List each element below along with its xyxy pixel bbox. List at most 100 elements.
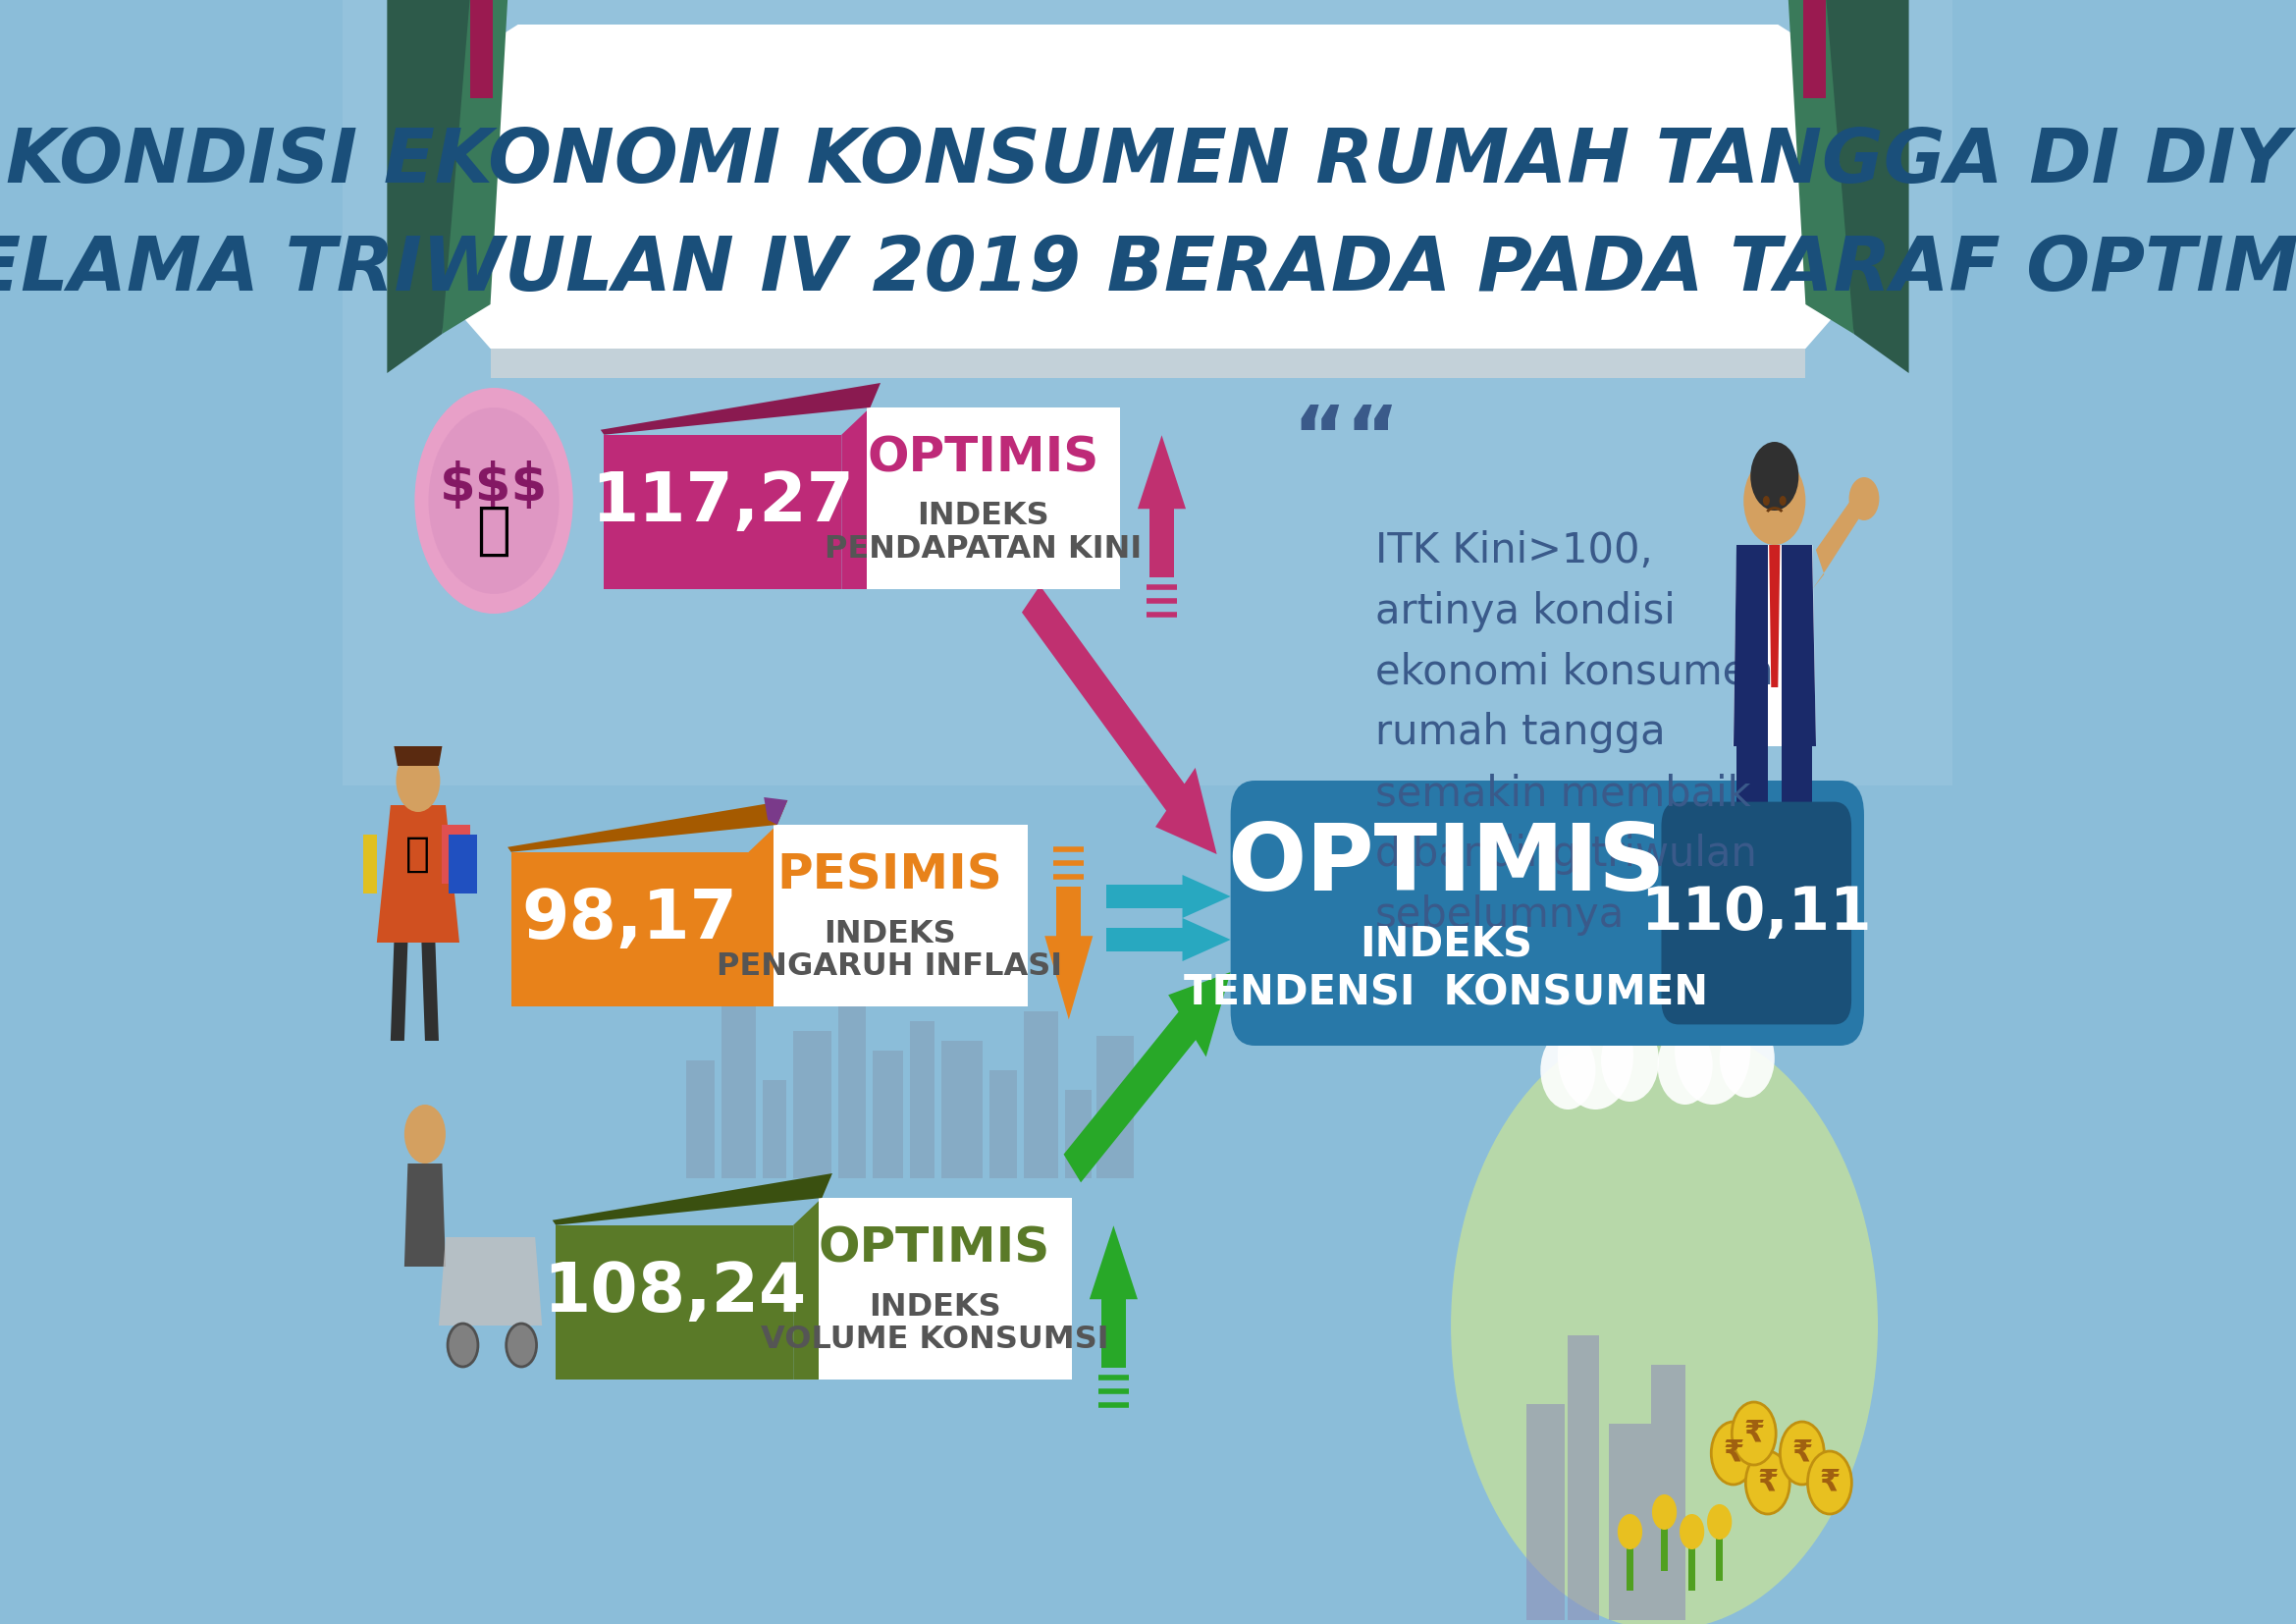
Text: PESIMIS: PESIMIS — [776, 853, 1003, 900]
Polygon shape — [443, 825, 471, 883]
Text: TENDENSI  KONSUMEN: TENDENSI KONSUMEN — [1185, 973, 1708, 1013]
Polygon shape — [1733, 546, 1768, 745]
Text: SELAMA TRIWULAN IV 2019 BERADA PADA TARAF OPTIMIS: SELAMA TRIWULAN IV 2019 BERADA PADA TARA… — [0, 234, 2296, 307]
Text: VOLUME KONSUMSI: VOLUME KONSUMSI — [760, 1324, 1109, 1354]
Polygon shape — [1045, 935, 1093, 1020]
Text: ₹: ₹ — [1818, 1468, 1839, 1497]
Polygon shape — [1182, 875, 1231, 918]
Circle shape — [1557, 1002, 1632, 1109]
Polygon shape — [765, 797, 788, 825]
Text: 🤲: 🤲 — [478, 502, 512, 559]
Polygon shape — [404, 1163, 445, 1267]
Circle shape — [1731, 1402, 1775, 1465]
Polygon shape — [471, 0, 491, 97]
Polygon shape — [604, 435, 843, 590]
Polygon shape — [1137, 435, 1185, 508]
Circle shape — [404, 1104, 445, 1163]
Polygon shape — [1024, 1012, 1058, 1179]
Text: INDEKS: INDEKS — [916, 502, 1049, 531]
Circle shape — [1708, 1504, 1731, 1540]
Polygon shape — [1022, 586, 1217, 854]
Circle shape — [1541, 1031, 1596, 1109]
Text: KONDISI EKONOMI KONSUMEN RUMAH TANGGA DI DIY: KONDISI EKONOMI KONSUMEN RUMAH TANGGA DI… — [7, 125, 2289, 198]
Circle shape — [1750, 442, 1798, 510]
Polygon shape — [602, 383, 882, 435]
Polygon shape — [395, 745, 443, 767]
Polygon shape — [1063, 973, 1231, 1182]
Text: INDEKS: INDEKS — [868, 1291, 1001, 1322]
Circle shape — [1619, 1514, 1642, 1549]
Polygon shape — [1182, 918, 1231, 961]
Text: PENDAPATAN KINI: PENDAPATAN KINI — [824, 534, 1141, 565]
Polygon shape — [1107, 927, 1182, 952]
Polygon shape — [457, 24, 1839, 349]
Polygon shape — [721, 1002, 755, 1179]
Text: INDEKS: INDEKS — [824, 919, 955, 948]
Polygon shape — [450, 835, 478, 893]
Text: 👩: 👩 — [406, 833, 429, 875]
Polygon shape — [388, 0, 471, 374]
Polygon shape — [1825, 0, 1908, 374]
Circle shape — [1681, 1514, 1704, 1549]
Polygon shape — [439, 1237, 542, 1325]
Polygon shape — [1733, 546, 1816, 745]
Polygon shape — [556, 1224, 794, 1379]
Polygon shape — [491, 349, 1805, 378]
Text: 117,27: 117,27 — [592, 469, 854, 534]
Polygon shape — [1812, 495, 1864, 590]
Circle shape — [1451, 1021, 1878, 1624]
Text: ₹: ₹ — [1722, 1439, 1743, 1468]
Text: ₹: ₹ — [1743, 1419, 1763, 1447]
Polygon shape — [512, 853, 748, 1007]
Polygon shape — [1736, 745, 1768, 903]
Polygon shape — [1609, 1424, 1651, 1621]
Circle shape — [1848, 477, 1878, 520]
Polygon shape — [1789, 0, 1853, 335]
Polygon shape — [1782, 546, 1816, 745]
Circle shape — [448, 1324, 478, 1367]
Text: ITK Kini>100,
artinya kondisi
ekonomi konsumen
rumah tangga
semakin membaik
diba: ITK Kini>100, artinya kondisi ekonomi ko… — [1375, 529, 1773, 935]
Polygon shape — [1782, 745, 1812, 903]
Polygon shape — [1102, 1299, 1125, 1367]
Circle shape — [1779, 495, 1786, 505]
Polygon shape — [1802, 0, 1825, 97]
Polygon shape — [748, 825, 778, 1007]
Polygon shape — [1660, 1512, 1667, 1570]
Polygon shape — [1651, 1364, 1685, 1621]
Polygon shape — [390, 942, 409, 1041]
Circle shape — [395, 749, 441, 812]
Polygon shape — [1107, 885, 1182, 908]
Polygon shape — [443, 0, 507, 335]
Polygon shape — [1568, 1335, 1598, 1621]
FancyBboxPatch shape — [1662, 802, 1851, 1025]
Polygon shape — [507, 801, 788, 853]
Circle shape — [1763, 495, 1770, 505]
Circle shape — [505, 1324, 537, 1367]
Circle shape — [1711, 1421, 1754, 1484]
Polygon shape — [1626, 1531, 1632, 1590]
Text: OPTIMIS: OPTIMIS — [820, 1224, 1052, 1272]
Polygon shape — [941, 1041, 983, 1179]
Polygon shape — [342, 0, 1954, 786]
Polygon shape — [1095, 1036, 1134, 1179]
Polygon shape — [866, 408, 1120, 590]
Text: INDEKS: INDEKS — [1359, 924, 1531, 966]
Polygon shape — [817, 1199, 1072, 1379]
Polygon shape — [794, 1031, 831, 1179]
FancyBboxPatch shape — [1231, 781, 1864, 1046]
Polygon shape — [1768, 546, 1779, 687]
Polygon shape — [553, 1173, 833, 1224]
Text: PENGARUH INFLASI: PENGARUH INFLASI — [716, 952, 1063, 981]
Polygon shape — [377, 806, 459, 942]
Circle shape — [429, 408, 560, 594]
Circle shape — [1743, 456, 1805, 546]
Circle shape — [416, 388, 574, 614]
Polygon shape — [838, 983, 866, 1179]
Text: 108,24: 108,24 — [542, 1260, 806, 1325]
Polygon shape — [1688, 1531, 1694, 1590]
Polygon shape — [687, 1060, 714, 1179]
Circle shape — [1745, 1452, 1789, 1514]
Text: ₹: ₹ — [1756, 1468, 1777, 1497]
Polygon shape — [990, 1070, 1017, 1179]
Text: $$$: $$$ — [441, 461, 549, 512]
